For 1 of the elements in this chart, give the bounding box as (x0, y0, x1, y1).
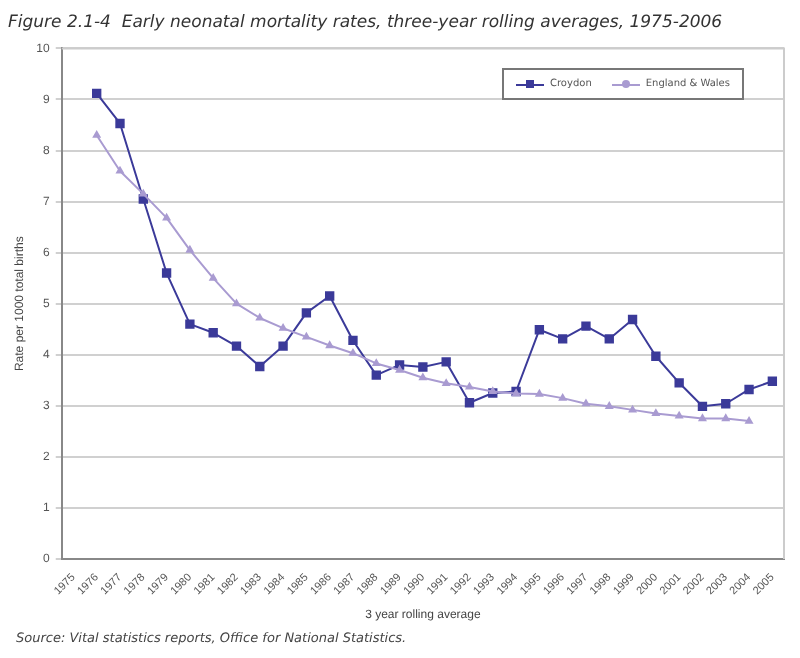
chart-title: Figure 2.1-4 Early neonatal mortality rates, three-year rolling averages, 1975-2006 (8, 12, 724, 33)
